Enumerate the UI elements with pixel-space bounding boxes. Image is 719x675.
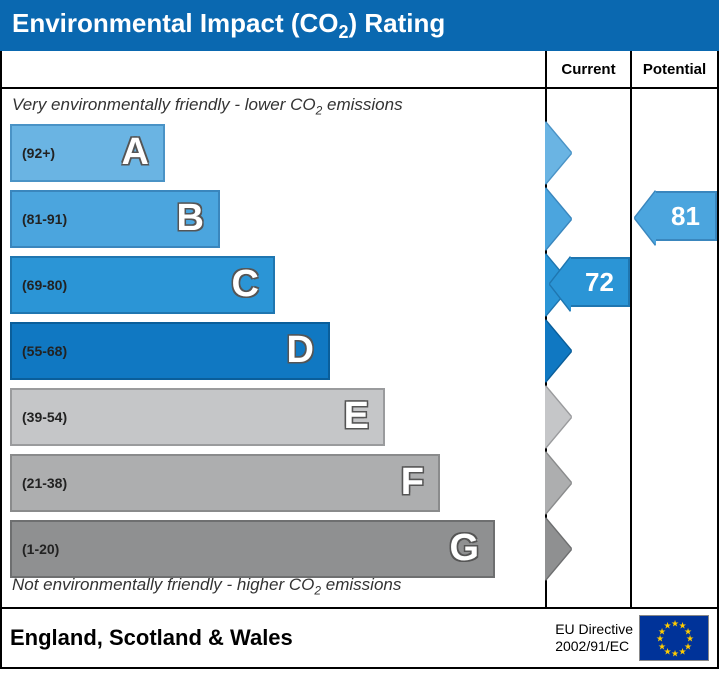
main-header [2,51,545,89]
footer-row: England, Scotland & Wales EU Directive 2… [0,609,719,669]
eu-star-icon: ★ [663,621,671,632]
band-e: (39-54)E [10,388,545,446]
band-range: (55-68) [12,343,287,359]
band-letter: G [449,527,493,570]
band-range: (69-80) [12,277,232,293]
band-bar: (81-91)B [10,190,220,248]
eu-flag-icon: ★★★★★★★★★★★★ [639,615,709,661]
band-a: (92+)A [10,124,545,182]
band-bar: (69-80)C [10,256,275,314]
current-column: Current 72 [547,51,632,607]
current-header: Current [547,51,630,89]
potential-pointer: 81 [654,191,717,241]
band-bar: (55-68)D [10,322,330,380]
pointer-arrow-icon [635,191,656,245]
band-f: (21-38)F [10,454,545,512]
band-letter: D [287,329,328,372]
band-range: (1-20) [12,541,449,557]
top-note: Very environmentally friendly - lower CO… [2,89,545,123]
band-letter: E [344,395,383,438]
directive-text: EU Directive 2002/91/EC [555,621,633,655]
eu-star-icon: ★ [678,647,686,658]
region-label: England, Scotland & Wales [10,625,293,651]
band-b: (81-91)B [10,190,545,248]
band-c: (69-80)C [10,256,545,314]
bands-container: (92+)A (81-91)B (69-80)C (55-68)D (39-54)E (2… [2,124,545,578]
band-letter: B [177,197,218,240]
band-range: (81-91) [12,211,177,227]
potential-header: Potential [632,51,717,89]
band-letter: F [401,461,438,504]
pointer-arrow-icon [550,257,571,311]
bands-column: Very environmentally friendly - lower CO… [2,51,547,607]
band-range: (21-38) [12,475,401,491]
chart-area: Very environmentally friendly - lower CO… [0,51,719,609]
band-letter: A [122,131,163,174]
bottom-note: Not environmentally friendly - higher CO… [2,569,411,603]
band-range: (92+) [12,145,122,161]
current-pointer: 72 [569,257,630,307]
potential-column: Potential 81 [632,51,717,607]
title-prefix: Environmental Impact (CO [12,8,339,38]
title-suffix: ) Rating [349,8,446,38]
title-sub: 2 [339,22,349,42]
band-d: (55-68)D [10,322,545,380]
band-bar: (92+)A [10,124,165,182]
band-bar: (39-54)E [10,388,385,446]
eu-star-icon: ★ [671,649,679,660]
directive-box: EU Directive 2002/91/EC ★★★★★★★★★★★★ [555,615,709,661]
band-letter: C [232,263,273,306]
band-bar: (21-38)F [10,454,440,512]
band-range: (39-54) [12,409,344,425]
title-bar: Environmental Impact (CO2) Rating [0,0,719,51]
